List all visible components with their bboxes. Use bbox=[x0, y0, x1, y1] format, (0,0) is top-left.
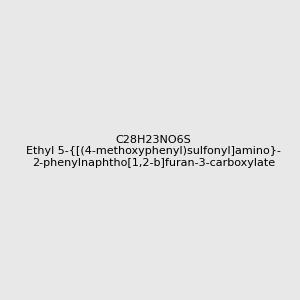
Text: C28H23NO6S
Ethyl 5-{[(4-methoxyphenyl)sulfonyl]amino}-
2-phenylnaphtho[1,2-b]fur: C28H23NO6S Ethyl 5-{[(4-methoxyphenyl)su… bbox=[26, 135, 281, 168]
